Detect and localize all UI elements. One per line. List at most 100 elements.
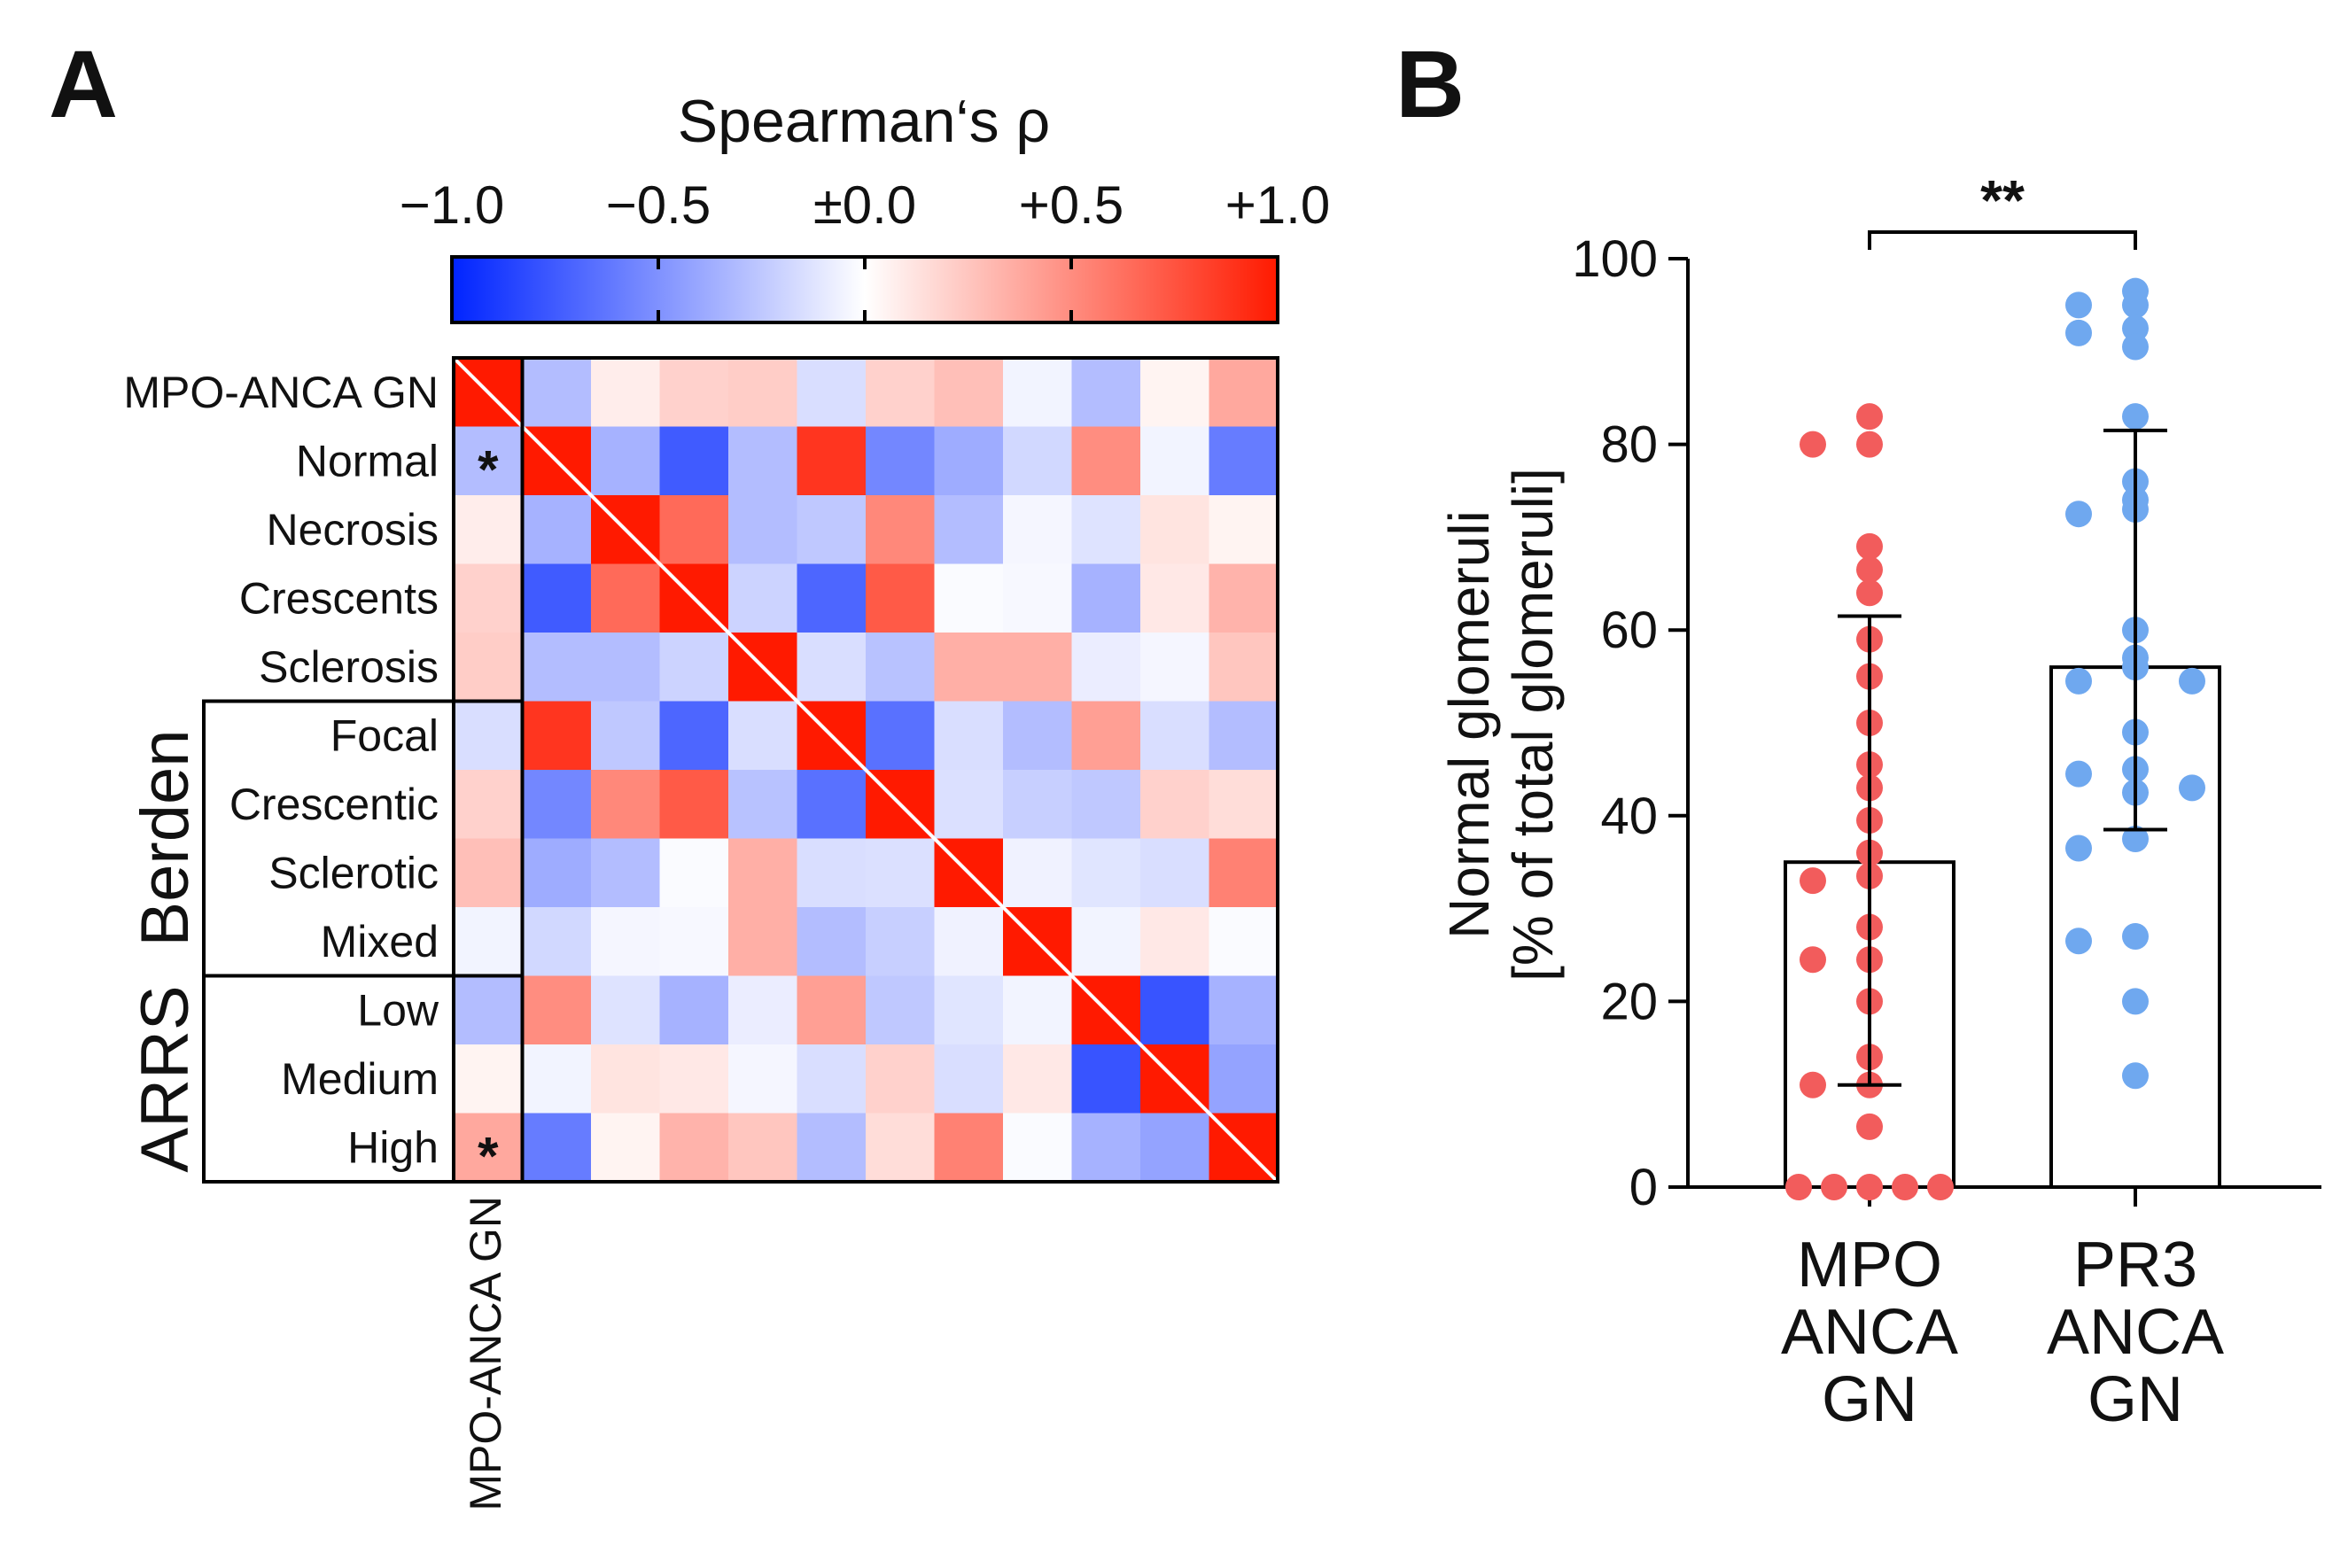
- heatmap-cell-r3-c6: [866, 563, 936, 633]
- group-label-berden: Berden: [128, 729, 203, 946]
- data-point-pr3-14: [2065, 667, 2092, 695]
- data-point-pr3-23: [2122, 923, 2149, 951]
- heatmap-cell-r3-c2: [591, 563, 661, 633]
- heatmap-cell-r10-c2: [591, 1044, 661, 1114]
- heatmap-cell-r7-c4: [728, 838, 798, 908]
- heatmap-cell-r1-c2: [591, 426, 661, 496]
- heatmap-cell-r9-c5: [797, 975, 867, 1045]
- heatmap-cell-r10-c11: [1209, 1044, 1279, 1114]
- heatmap-cell-r10-c4: [728, 1044, 798, 1114]
- data-point-mpo-0: [1856, 403, 1883, 431]
- heatmap-cell-r6-c3: [659, 770, 729, 840]
- heatmap-cell-r6-c4: [728, 770, 798, 840]
- data-point-mpo-2: [1800, 431, 1826, 458]
- heatmap-cell-r6-c0: [454, 770, 524, 840]
- heatmap-cell-r11-c8: [1003, 1113, 1073, 1183]
- heatmap-cell-r2-c10: [1140, 495, 1210, 565]
- heatmap-cell-r2-c4: [728, 495, 798, 565]
- heatmap-cell-r3-c0: [454, 563, 524, 633]
- heatmap-cell-r3-c7: [934, 563, 1004, 633]
- heatmap-cell-r3-c5: [797, 563, 867, 633]
- heatmap-cell-r1-c10: [1140, 426, 1210, 496]
- category-label-0-line-2: GN: [1822, 1364, 1917, 1435]
- heatmap-cell-r7-c11: [1209, 838, 1279, 908]
- y-tick-label-0: 0: [1629, 1159, 1658, 1216]
- heatmap-cell-r5-c11: [1209, 701, 1279, 771]
- row-label-necrosis: Necrosis: [267, 505, 439, 555]
- heatmap-cell-r6-c11: [1209, 770, 1279, 840]
- significance-star-high: *: [478, 1126, 499, 1185]
- heatmap-cell-r10-c6: [866, 1044, 936, 1114]
- data-point-pr3-6: [2122, 403, 2149, 431]
- row-label-mixed: Mixed: [321, 917, 439, 966]
- heatmap-cell-r0-c7: [934, 358, 1004, 428]
- group-label-arrs: ARRS: [128, 985, 203, 1172]
- heatmap-cell-r9-c8: [1003, 975, 1073, 1045]
- heatmap-cell-r2-c11: [1209, 495, 1279, 565]
- data-point-mpo-27: [1927, 1174, 1954, 1200]
- heatmap-cell-r4-c2: [591, 633, 661, 702]
- data-point-mpo-21: [1800, 1071, 1826, 1098]
- heatmap-cell-r0-c8: [1003, 358, 1073, 428]
- heatmap-cell-r9-c7: [934, 975, 1004, 1045]
- heatmap-cell-r8-c1: [522, 907, 592, 977]
- data-point-mpo-1: [1856, 431, 1883, 458]
- heatmap-cell-r0-c6: [866, 358, 936, 428]
- heatmap-cell-r8-c11: [1209, 907, 1279, 977]
- data-point-mpo-3: [1856, 532, 1883, 560]
- heatmap-cell-r0-c9: [1071, 358, 1141, 428]
- heatmap-cell-r1-c9: [1071, 426, 1141, 496]
- category-label-0-line-0: MPO: [1797, 1230, 1942, 1300]
- arrs-group-box: [202, 974, 525, 1184]
- category-label-0-line-1: ANCA: [1781, 1297, 1958, 1368]
- heatmap-cell-r11-c7: [934, 1113, 1004, 1183]
- heatmap-cell-r4-c5: [797, 633, 867, 702]
- heatmap-cell-r7-c3: [659, 838, 729, 908]
- heatmap-cell-r3-c11: [1209, 563, 1279, 633]
- heatmap-cell-r0-c3: [659, 358, 729, 428]
- colorbar-title: Spearman‘s ρ: [678, 88, 1050, 155]
- significance-bracket: [1868, 230, 2137, 250]
- heatmap-cell-r7-c2: [591, 838, 661, 908]
- heatmap-cell-r8-c9: [1071, 907, 1141, 977]
- data-point-mpo-24: [1821, 1174, 1847, 1200]
- data-point-pr3-3: [2122, 314, 2149, 342]
- heatmap-cell-r2-c5: [797, 495, 867, 565]
- heatmap-cell-r3-c1: [522, 563, 592, 633]
- significance-label: **: [1980, 168, 2025, 232]
- heatmap-cell-r7-c9: [1071, 838, 1141, 908]
- heatmap-cell-r5-c7: [934, 701, 1004, 771]
- data-point-pr3-21: [2122, 826, 2149, 852]
- y-tick-label-100: 100: [1572, 230, 1658, 288]
- row-label-medium: Medium: [281, 1054, 439, 1104]
- heatmap-cell-r7-c10: [1140, 838, 1210, 908]
- heatmap-cell-r7-c8: [1003, 838, 1073, 908]
- colorbar-tick-label-4: +1.0: [1225, 175, 1330, 235]
- heatmap-cell-r6-c2: [591, 770, 661, 840]
- data-point-pr3-1: [2122, 291, 2149, 319]
- heatmap-cell-r9-c11: [1209, 975, 1279, 1045]
- category-label-1-line-0: PR3: [2073, 1230, 2197, 1300]
- heatmap-cell-r11-c4: [728, 1113, 798, 1183]
- heatmap-cell-r0-c10: [1140, 358, 1210, 428]
- heatmap-cell-r5-c3: [659, 701, 729, 771]
- heatmap-cell-r11-c3: [659, 1113, 729, 1183]
- heatmap-cell-r1-c7: [934, 426, 1004, 496]
- data-point-pr3-4: [2065, 319, 2092, 346]
- row-label-sclerotic: Sclerotic: [268, 848, 439, 897]
- heatmap-cell-r3-c4: [728, 563, 798, 633]
- heatmap-cell-r9-c1: [522, 975, 592, 1045]
- data-point-mpo-4: [1856, 556, 1883, 584]
- heatmap-cell-r1-c4: [728, 426, 798, 496]
- heatmap-cell-r8-c4: [728, 907, 798, 977]
- column-label-mpo-anca-gn: MPO-ANCA GN: [461, 1196, 510, 1511]
- heatmap-cell-r4-c0: [454, 633, 524, 702]
- y-axis-label-line-2: [% of total glomeruli]: [1501, 468, 1565, 982]
- heatmap-cell-r0-c4: [728, 358, 798, 428]
- heatmap-cell-r10-c9: [1071, 1044, 1141, 1114]
- heatmap-cell-r6-c5: [797, 770, 867, 840]
- heatmap-cell-r7-c6: [866, 838, 936, 908]
- heatmap-cell-r4-c10: [1140, 633, 1210, 702]
- heatmap-cell-r11-c5: [797, 1113, 867, 1183]
